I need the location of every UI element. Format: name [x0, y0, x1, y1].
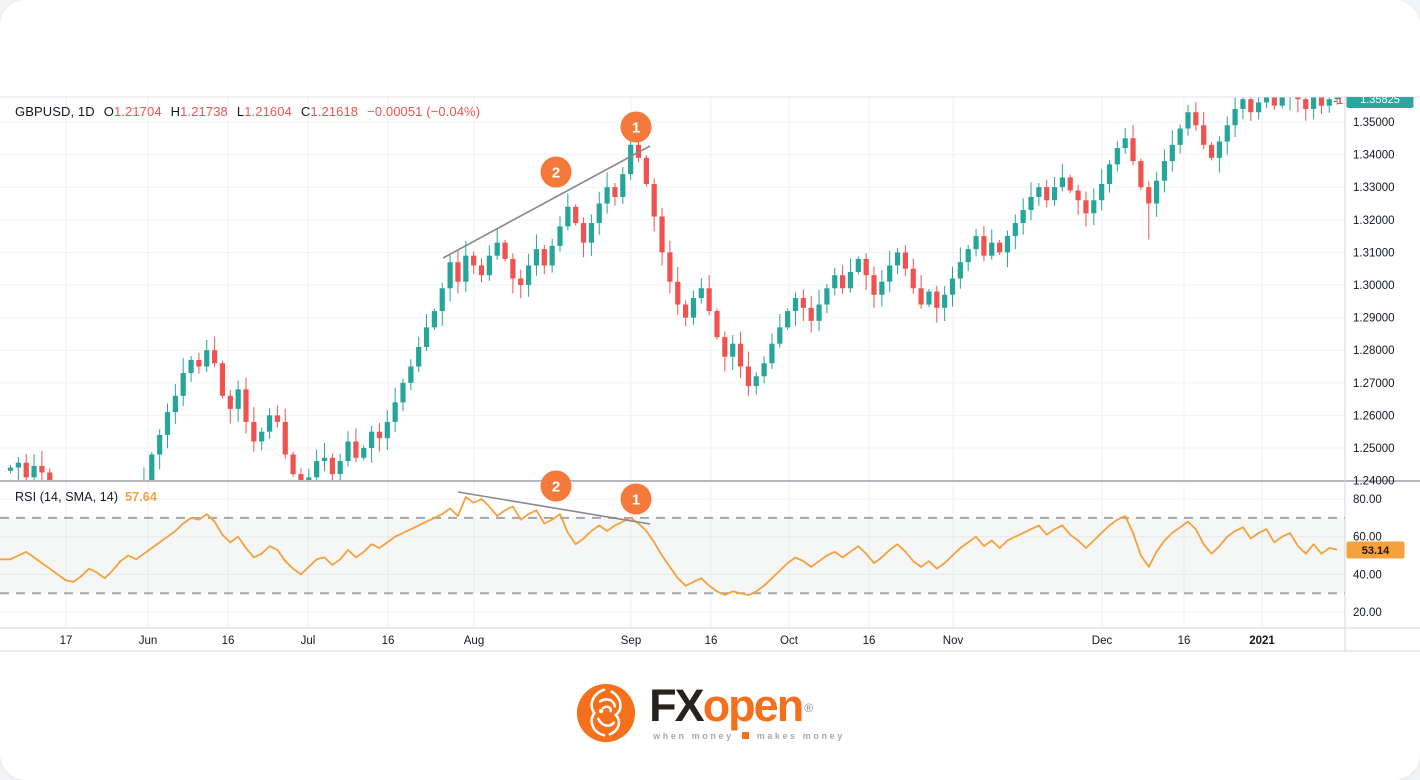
svg-text:1.29000: 1.29000: [1353, 313, 1395, 325]
svg-text:1.30000: 1.30000: [1353, 280, 1395, 292]
svg-text:1.27000: 1.27000: [1353, 378, 1395, 390]
rsi-label[interactable]: RSI (14, SMA, 14): [15, 490, 119, 504]
close-value: 1.21618: [310, 104, 359, 119]
svg-text:Oct: Oct: [780, 635, 799, 647]
rsi-annotation-circle: 1: [620, 483, 652, 515]
svg-text:1.33000: 1.33000: [1353, 182, 1395, 194]
open-value: 1.21704: [113, 104, 162, 119]
rsi-value-badge: 53.14: [1362, 545, 1390, 557]
fxopen-lion-emblem: [577, 683, 636, 743]
svg-text:16: 16: [863, 635, 876, 647]
rsi-current-value: 57.64: [125, 490, 157, 504]
rsi-annotation-circle: 2: [540, 470, 572, 502]
logo-fx: FX: [649, 679, 704, 731]
price-annotation-circle: 1: [620, 111, 652, 143]
tagline-left: when money: [653, 730, 734, 741]
price-annotation-circle: 2: [540, 156, 572, 188]
fxopen-wordmark: FX open ® when money makes money: [649, 679, 845, 741]
price-trendline[interactable]: [442, 145, 651, 259]
svg-text:2: 2: [552, 479, 560, 496]
tagline-separator-square: [741, 732, 749, 739]
svg-text:16: 16: [705, 635, 718, 647]
svg-text:Aug: Aug: [464, 635, 484, 647]
rsi-axis-labels[interactable]: 80.00 60.00 40.00 20.00: [1353, 494, 1382, 619]
svg-text:1.26000: 1.26000: [1353, 410, 1395, 422]
price-axis-labels[interactable]: 1.35000 1.34000 1.33000 1.32000 1.31000 1.300…: [1353, 117, 1395, 488]
svg-text:17: 17: [60, 635, 73, 647]
svg-text:Jul: Jul: [301, 635, 316, 647]
change-value: −0.00051 (−0.04%): [367, 104, 481, 119]
svg-text:Jun: Jun: [139, 635, 158, 647]
svg-text:1.32000: 1.32000: [1353, 215, 1395, 227]
svg-text:1: 1: [632, 492, 640, 509]
svg-text:2: 2: [552, 165, 560, 182]
svg-text:2021: 2021: [1249, 635, 1275, 647]
rsi-band: [0, 517, 1345, 594]
logo-open: open: [702, 679, 804, 731]
current-price-badge: 1.35825: [1360, 94, 1400, 106]
svg-text:1.35000: 1.35000: [1353, 117, 1395, 129]
svg-text:16: 16: [222, 635, 235, 647]
svg-text:40.00: 40.00: [1353, 569, 1382, 581]
svg-text:16: 16: [382, 635, 395, 647]
axis-badges: 1.35825 53.14: [1346, 94, 1414, 559]
svg-text:16: 16: [1178, 635, 1191, 647]
high-label: H: [170, 104, 181, 119]
svg-text:20.00: 20.00: [1353, 607, 1382, 619]
svg-text:Dec: Dec: [1092, 635, 1113, 647]
rsi-trendline[interactable]: [457, 491, 651, 525]
svg-text:1.25000: 1.25000: [1353, 443, 1395, 455]
svg-text:1.31000: 1.31000: [1353, 247, 1395, 259]
svg-text:1.34000: 1.34000: [1353, 150, 1395, 162]
svg-text:Nov: Nov: [943, 635, 964, 647]
tagline-right: makes money: [756, 730, 845, 741]
rsi-line[interactable]: [0, 496, 1338, 596]
rsi-header: RSI (14, SMA, 14) 57.64: [15, 490, 157, 504]
countdown-fragment: -1: [1333, 95, 1343, 107]
low-value: 1.21604: [244, 104, 292, 119]
svg-text:Sep: Sep: [621, 635, 641, 647]
candlestick-series[interactable]: [7, 77, 1340, 562]
high-value: 1.21738: [180, 104, 228, 119]
ohlc-header: GBPUSD, 1D O1.21704 H1.21738 L1.21604 C1.216…: [15, 104, 480, 119]
close-label: C: [300, 104, 311, 119]
registered-mark: ®: [804, 700, 814, 715]
fxopen-logo: FX open ® when money makes money: [0, 682, 1420, 744]
open-label: O: [103, 104, 114, 119]
time-axis-labels[interactable]: 17 Jun 16 Jul 16 Aug Sep 16 Oct 16 Nov Dec 16 2021: [60, 635, 1276, 647]
low-label: L: [236, 104, 245, 119]
symbol-label[interactable]: GBPUSD, 1D: [15, 104, 95, 119]
svg-text:80.00: 80.00: [1353, 494, 1382, 506]
svg-text:1.28000: 1.28000: [1353, 345, 1395, 357]
svg-text:1.24000: 1.24000: [1353, 476, 1395, 488]
svg-text:60.00: 60.00: [1353, 532, 1382, 544]
svg-text:1: 1: [632, 120, 640, 137]
logo-tagline: when money makes money: [653, 731, 845, 741]
